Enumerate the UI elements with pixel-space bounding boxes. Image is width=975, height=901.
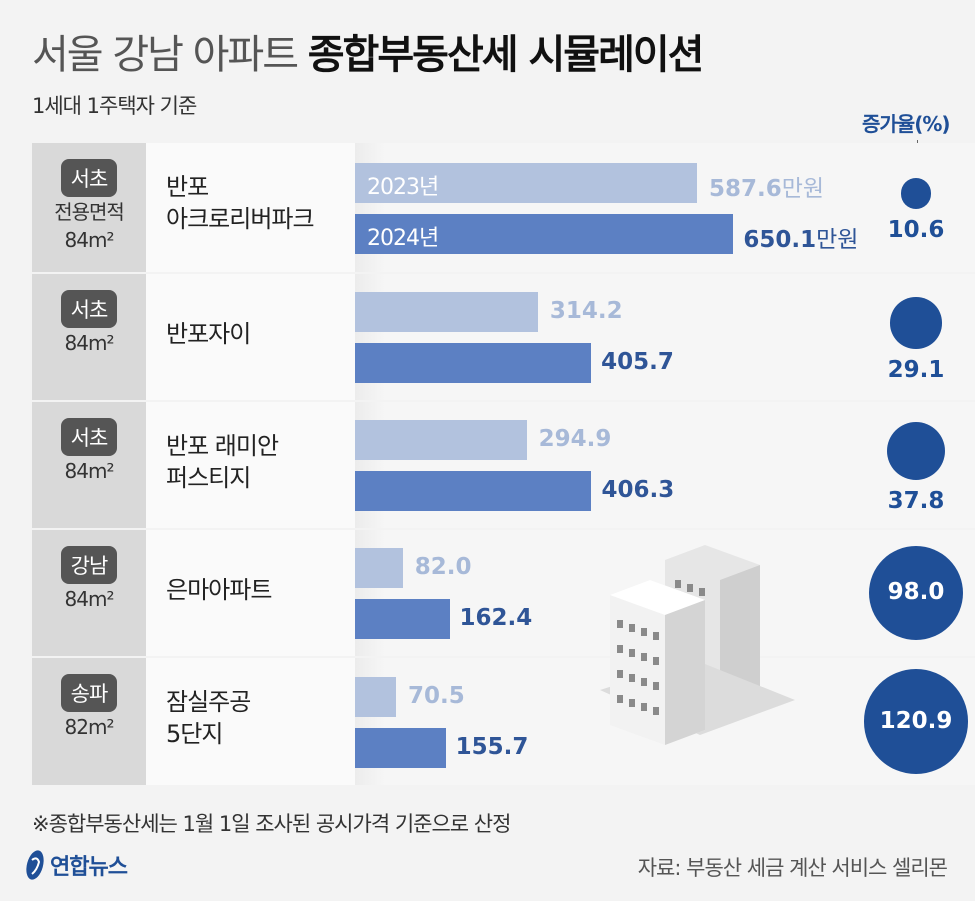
apartment-name-line: 잠실주공 <box>166 688 251 716</box>
region-badge: 서초 <box>60 418 118 456</box>
series-label-2023: 2023년 <box>367 174 439 200</box>
area-size: 84m² <box>64 587 115 611</box>
bar-2024 <box>355 599 450 639</box>
region-badge: 서초 <box>60 159 118 197</box>
apartment-name-line: 반포 래미안 <box>166 432 279 460</box>
apartment-name-line: 5단지 <box>166 720 223 748</box>
bar-2024 <box>355 471 592 511</box>
area-size: 84m² <box>64 459 115 483</box>
apartment-name-line: 반포 <box>166 173 209 201</box>
apartment-name: 반포자이 <box>166 318 251 350</box>
bar-cell: 294.9 406.3 <box>355 402 975 528</box>
rate-label: 98.0 <box>887 579 945 605</box>
title: 서울 강남 아파트 종합부동산세 시뮬레이션 <box>32 32 704 78</box>
value-label-2023: 587.6만원 <box>709 175 825 202</box>
value-label-2024: 405.7 <box>601 349 674 375</box>
value-label-2024: 162.4 <box>459 605 533 631</box>
rate-label: 120.9 <box>879 707 953 734</box>
value-label-2023: 70.5 <box>408 682 465 709</box>
name-cell: 은마아파트 <box>146 530 355 656</box>
rate-label: 10.6 <box>887 216 945 243</box>
rate-circle <box>900 178 932 209</box>
series-label-2024: 2024년 <box>367 225 439 251</box>
apartment-name-line: 퍼스티지 <box>166 464 251 492</box>
region-badge: 강남 <box>60 546 118 584</box>
value-label-2023: 314.2 <box>549 298 623 324</box>
bar-2023 <box>355 548 403 588</box>
unit-label: 만원 <box>781 175 825 202</box>
chart-row: 서초 84m² 반포자이 314.2 405.7 29.1 <box>32 274 975 400</box>
apartment-name: 은마아파트 <box>166 574 272 606</box>
region-cell: 강남 84m² <box>32 530 146 656</box>
rate-label: 37.8 <box>887 488 945 515</box>
name-cell: 반포자이 <box>146 274 355 400</box>
source: 자료: 부동산 세금 계산 서비스 셀리몬 <box>637 856 948 880</box>
apartment-name-line: 반포자이 <box>166 320 251 348</box>
bar-2023: 2023년 <box>355 162 697 203</box>
rate-circle <box>890 297 942 349</box>
value-label-2024: 406.3 <box>601 477 675 503</box>
bar-2024 <box>355 727 446 768</box>
apartment-name-line: 은마아파트 <box>166 576 272 604</box>
logo-icon <box>26 850 44 880</box>
area-size: 84m² <box>64 331 115 355</box>
bar-2023 <box>355 676 397 717</box>
region-badge: 송파 <box>60 674 118 712</box>
bar-2023 <box>355 292 538 332</box>
value-label-2023: 82.0 <box>414 554 472 580</box>
region-cell: 송파 82m² <box>32 658 146 785</box>
area-size: 82m² <box>64 715 115 739</box>
rate-label: 29.1 <box>887 356 945 383</box>
rate-circle <box>886 421 946 481</box>
footnote: ※종합부동산세는 1월 1일 조사된 공시가격 기준으로 산정 <box>32 812 511 836</box>
apartment-building-illustration <box>600 545 795 745</box>
name-cell: 잠실주공 5단지 <box>146 658 355 785</box>
rate-header: 증가율(%) <box>862 112 951 136</box>
rate-circle <box>863 669 969 774</box>
bar-cell: 2023년 587.6만원 2024년 650.1만원 <box>355 143 975 272</box>
rate-circle <box>868 545 963 640</box>
value-label-2024: 155.7 <box>455 733 529 760</box>
region-cell: 서초 84m² <box>32 274 146 400</box>
bar-2023 <box>355 420 527 460</box>
bar-cell: 314.2 405.7 <box>355 274 975 400</box>
area-label: 전용면적 <box>54 200 125 224</box>
yonhap-logo: 연합뉴스 <box>24 848 128 882</box>
logo-text: 연합뉴스 <box>50 855 128 880</box>
bar-2024: 2024년 <box>355 213 734 254</box>
value-label-2023: 294.9 <box>538 426 612 452</box>
region-cell: 서초 84m² <box>32 402 146 528</box>
area-size: 84m² <box>64 228 115 252</box>
apartment-name-line: 아크로리버파크 <box>166 205 315 233</box>
bar-2024 <box>355 343 592 383</box>
subtitle: 1세대 1주택자 기준 <box>32 94 197 118</box>
value-label-2024: 650.1만원 <box>743 226 859 253</box>
unit-label: 만원 <box>816 226 859 253</box>
region-badge: 서초 <box>60 290 118 328</box>
apartment-name: 잠실주공 5단지 <box>166 686 251 750</box>
